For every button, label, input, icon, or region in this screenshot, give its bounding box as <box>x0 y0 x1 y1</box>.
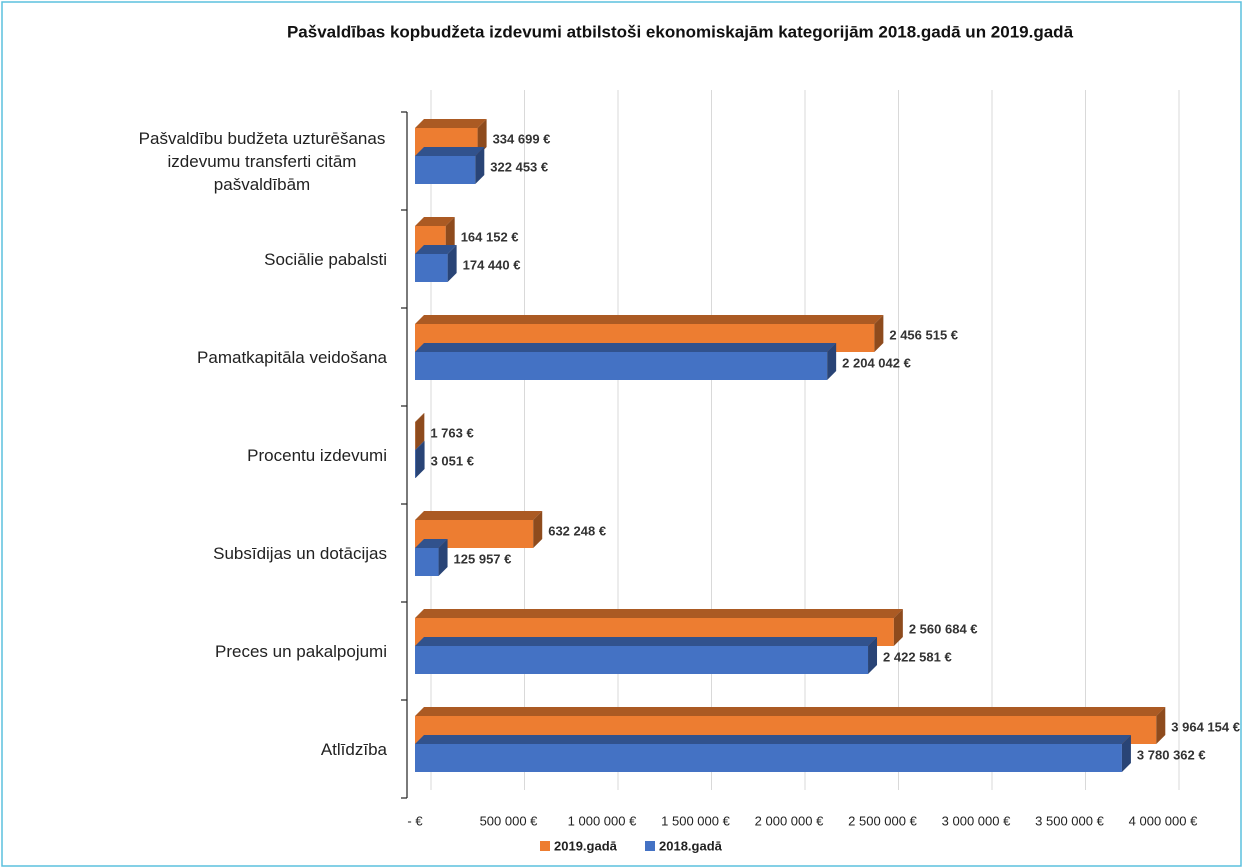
bar-side <box>415 413 425 450</box>
y-tick-label: Pašvaldību budžeta uzturēšanas izdevumu … <box>7 129 387 194</box>
legend-swatch <box>540 841 550 851</box>
legend-label: 2019.gadā <box>554 838 618 853</box>
data-label: 334 699 € <box>493 131 551 146</box>
y-tick-label: Atlīdzība <box>7 719 387 779</box>
x-tick-label: 3 000 000 € <box>942 813 1011 828</box>
bar-top <box>415 343 837 352</box>
bar-top <box>415 511 543 520</box>
bar <box>415 637 878 674</box>
x-tick-label: 4 000 000 € <box>1129 813 1198 828</box>
bar <box>415 343 837 380</box>
bar <box>415 441 425 478</box>
bar-top <box>415 147 485 156</box>
bar-side <box>445 217 455 254</box>
x-tick-label: 500 000 € <box>480 813 539 828</box>
bar-top <box>415 315 884 324</box>
bar-side <box>893 609 903 646</box>
bar-top <box>415 413 425 422</box>
data-label: 322 453 € <box>490 159 548 174</box>
bar-side <box>868 637 878 674</box>
x-tick-label: 2 000 000 € <box>755 813 824 828</box>
bar-top <box>415 217 455 226</box>
x-tick-label: 3 500 000 € <box>1035 813 1104 828</box>
bar <box>415 735 1131 772</box>
y-tick-label: Procentu izdevumi <box>7 425 387 485</box>
chart-title: Pašvaldības kopbudžeta izdevumi atbilsto… <box>287 22 1074 41</box>
bar-top <box>415 707 1166 716</box>
bar-front <box>415 646 869 674</box>
data-label: 2 204 042 € <box>842 355 911 370</box>
bar-front <box>415 254 448 282</box>
y-tick-label-text: Subsīdijas un dotācijas <box>213 543 387 563</box>
bar <box>415 413 425 450</box>
y-tick-label-text: Sociālie pabalsti <box>264 249 387 269</box>
y-tick-label-text: Pamatkapitāla veidošana <box>197 347 387 367</box>
data-label: 632 248 € <box>548 523 606 538</box>
bar <box>415 147 485 184</box>
bar-front <box>415 450 416 478</box>
y-tick-label-text: Atlīdzība <box>320 739 387 759</box>
x-tick-label: 2 500 000 € <box>848 813 917 828</box>
data-label: 2 560 684 € <box>909 621 978 636</box>
data-label: 164 152 € <box>461 229 519 244</box>
bar-side <box>475 147 485 184</box>
bar-side <box>1121 735 1131 772</box>
x-tick-label: 1 500 000 € <box>661 813 730 828</box>
y-tick-label-text: Preces un pakalpojumi <box>215 641 387 661</box>
data-label: 3 964 154 € <box>1171 719 1240 734</box>
bar-front <box>415 744 1122 772</box>
bar-side <box>415 441 425 478</box>
bar-top <box>415 539 448 548</box>
bar-side <box>533 511 543 548</box>
y-tick-label: Pamatkapitāla veidošana <box>7 327 387 387</box>
bar-side <box>874 315 884 352</box>
bar-side <box>1156 707 1166 744</box>
y-tick-label-text: Procentu izdevumi <box>247 445 387 465</box>
x-tick-label: - € <box>407 813 423 828</box>
data-label: 3 051 € <box>431 453 474 468</box>
bar-top <box>415 119 487 128</box>
bar-side <box>477 119 487 156</box>
y-tick-label: Preces un pakalpojumi <box>7 621 387 681</box>
bar-side <box>447 245 457 282</box>
bar-front <box>415 156 476 184</box>
data-label: 2 456 515 € <box>889 327 958 342</box>
bar-top <box>415 735 1131 744</box>
bar <box>415 245 457 282</box>
bar-top <box>415 245 457 254</box>
bar-side <box>827 343 837 380</box>
bar-top <box>415 609 903 618</box>
bar-side <box>438 539 448 576</box>
bar-top <box>415 637 878 646</box>
legend-label: 2018.gadā <box>659 838 723 853</box>
x-tick-label: 1 000 000 € <box>568 813 637 828</box>
legend-swatch <box>645 841 655 851</box>
y-tick-label-text: Pašvaldību budžeta uzturēšanas izdevumu … <box>138 128 386 194</box>
data-label: 125 957 € <box>454 551 512 566</box>
data-label: 174 440 € <box>463 257 521 272</box>
y-tick-label: Subsīdijas un dotācijas <box>7 523 387 583</box>
data-label: 3 780 362 € <box>1137 747 1206 762</box>
bar-front <box>415 548 439 576</box>
bar-top <box>415 441 425 450</box>
bar-front <box>415 352 828 380</box>
data-label: 1 763 € <box>430 425 473 440</box>
y-tick-label: Sociālie pabalsti <box>7 229 387 289</box>
data-label: 2 422 581 € <box>883 649 952 664</box>
bar <box>415 539 448 576</box>
